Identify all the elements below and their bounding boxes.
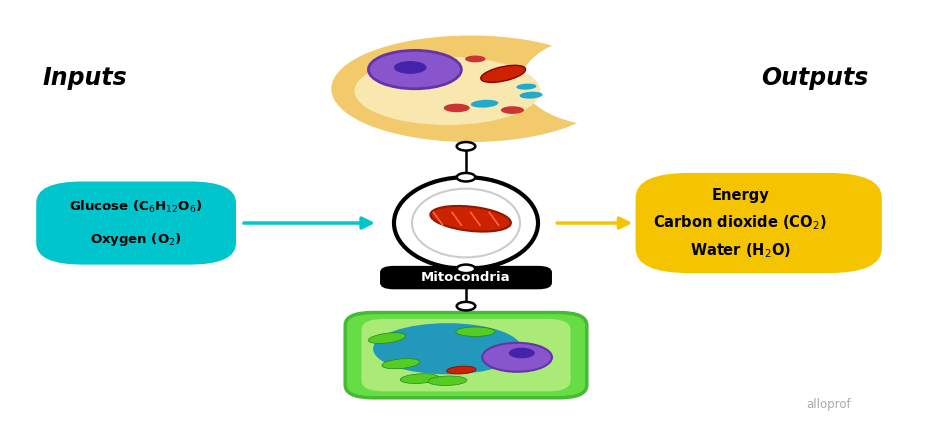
Circle shape bbox=[457, 173, 475, 181]
FancyBboxPatch shape bbox=[636, 173, 882, 273]
FancyBboxPatch shape bbox=[362, 319, 570, 391]
Ellipse shape bbox=[428, 376, 467, 386]
Ellipse shape bbox=[471, 100, 499, 108]
Ellipse shape bbox=[431, 206, 511, 232]
FancyBboxPatch shape bbox=[345, 313, 587, 398]
Text: Glucose (C$_6$H$_{12}$O$_6$): Glucose (C$_6$H$_{12}$O$_6$) bbox=[69, 199, 203, 215]
Ellipse shape bbox=[446, 366, 476, 374]
Text: Energy: Energy bbox=[711, 188, 769, 203]
Text: Oxygen (O$_2$): Oxygen (O$_2$) bbox=[90, 231, 182, 248]
Text: Water (H$_2$O): Water (H$_2$O) bbox=[690, 242, 790, 260]
Text: Outputs: Outputs bbox=[761, 66, 868, 90]
Circle shape bbox=[457, 142, 475, 151]
Ellipse shape bbox=[519, 92, 542, 99]
Text: Inputs: Inputs bbox=[43, 66, 128, 90]
Ellipse shape bbox=[481, 65, 526, 82]
Circle shape bbox=[457, 265, 475, 273]
Ellipse shape bbox=[368, 333, 405, 344]
Ellipse shape bbox=[394, 61, 427, 74]
Ellipse shape bbox=[331, 36, 610, 142]
Text: alloprof: alloprof bbox=[806, 398, 851, 411]
Text: Mitocondria: Mitocondria bbox=[421, 271, 511, 284]
Ellipse shape bbox=[500, 106, 524, 114]
FancyBboxPatch shape bbox=[380, 266, 552, 289]
Ellipse shape bbox=[516, 84, 537, 90]
Ellipse shape bbox=[394, 177, 538, 269]
Ellipse shape bbox=[354, 57, 541, 125]
Ellipse shape bbox=[373, 323, 522, 375]
Ellipse shape bbox=[465, 55, 486, 62]
Ellipse shape bbox=[400, 374, 439, 384]
Ellipse shape bbox=[412, 189, 520, 257]
Ellipse shape bbox=[509, 347, 535, 358]
Ellipse shape bbox=[456, 327, 495, 336]
Circle shape bbox=[457, 302, 475, 311]
Ellipse shape bbox=[444, 104, 470, 112]
Ellipse shape bbox=[522, 33, 707, 127]
Ellipse shape bbox=[482, 343, 552, 372]
Ellipse shape bbox=[368, 50, 461, 89]
FancyBboxPatch shape bbox=[36, 181, 236, 265]
Ellipse shape bbox=[382, 359, 420, 369]
Text: Carbon dioxide (CO$_2$): Carbon dioxide (CO$_2$) bbox=[653, 214, 827, 233]
